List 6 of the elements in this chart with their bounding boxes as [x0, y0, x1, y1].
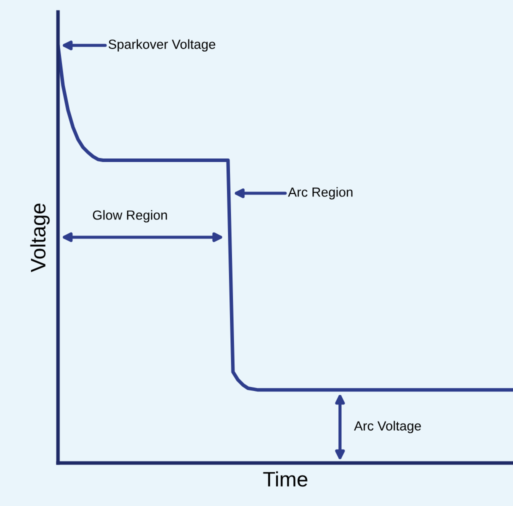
annotation: Arc Region	[288, 187, 352, 200]
annotation: Glow Region	[92, 210, 167, 222]
y-axis-title: Voltage	[30, 204, 50, 272]
annotation: Arc Voltage	[354, 420, 421, 434]
annotation: Sparkover Voltage	[108, 39, 216, 52]
x-axis-title: Time	[263, 471, 308, 487]
